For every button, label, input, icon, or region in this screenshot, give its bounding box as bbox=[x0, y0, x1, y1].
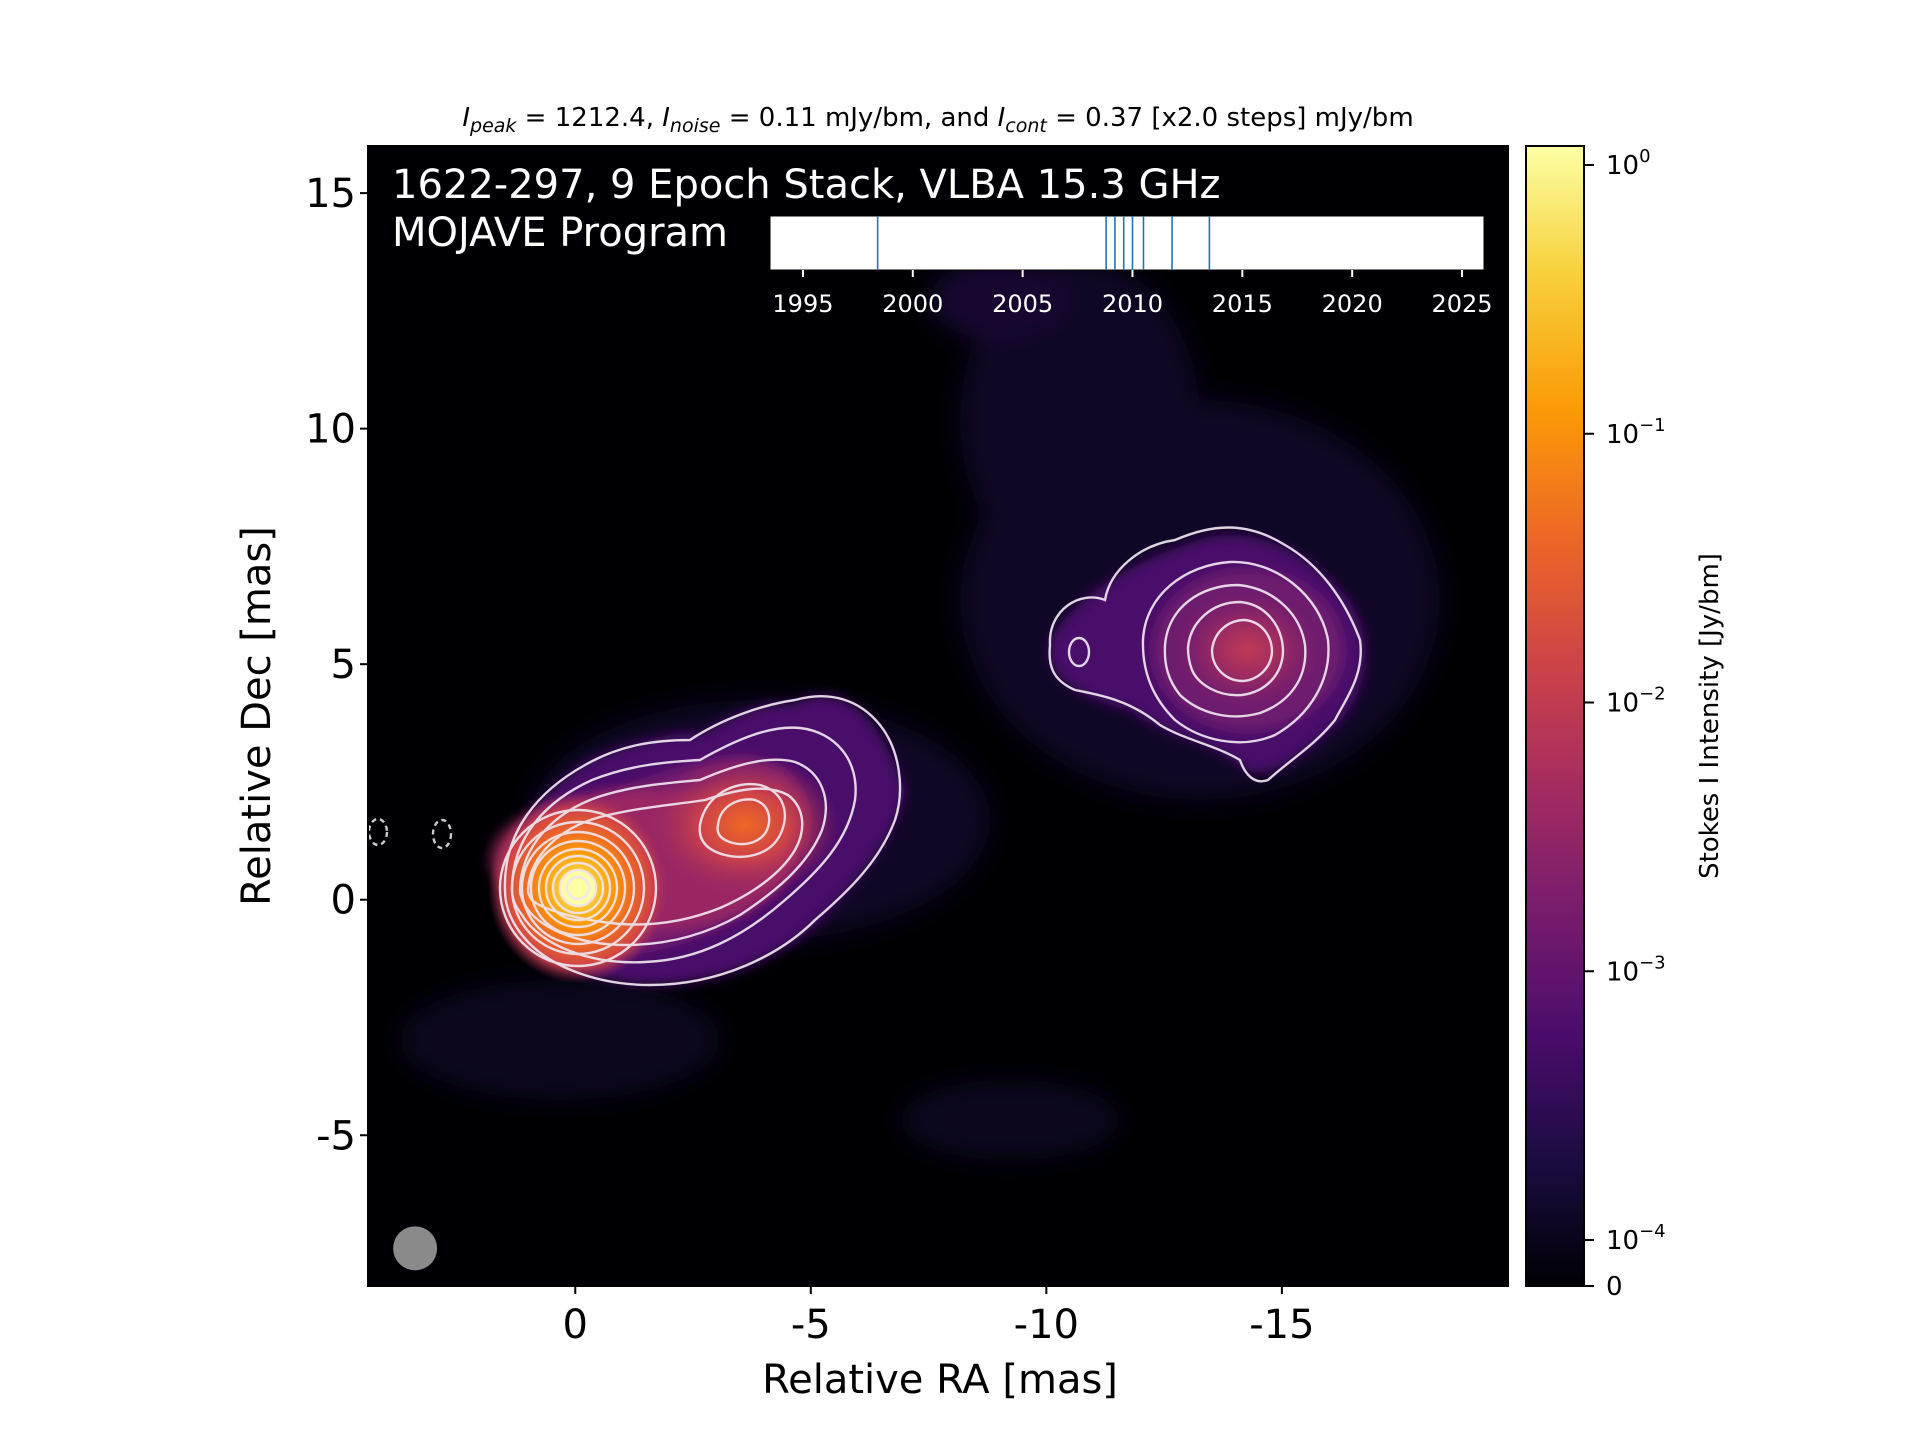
x-axis-ticks: 0 -5 -10 -15 bbox=[563, 1286, 1315, 1348]
core-center bbox=[560, 870, 596, 906]
x-tick-label: -5 bbox=[791, 1302, 831, 1348]
title-part: = 0.37 [x2.0 steps] mJy/bm bbox=[1047, 103, 1414, 133]
y-tick-label: 15 bbox=[305, 171, 356, 217]
program-annotation: MOJAVE Program bbox=[392, 210, 728, 256]
chart-title: Ipeak = 1212.4, Inoise = 0.11 mJy/bm, an… bbox=[462, 103, 1413, 137]
contours bbox=[368, 526, 1362, 987]
epoch-tick-label: 2000 bbox=[882, 290, 943, 318]
contour-core-1 bbox=[498, 808, 658, 968]
y-axis-label: Relative Dec [mas] bbox=[234, 526, 280, 906]
contour-core-9 bbox=[565, 875, 591, 901]
source-annotation: 1622-297, 9 Epoch Stack, VLBA 15.3 GHz bbox=[392, 162, 1221, 208]
outer-jet-knot bbox=[1170, 588, 1326, 712]
epoch-lines bbox=[876, 216, 1211, 270]
epoch-inset-box bbox=[769, 215, 1485, 271]
colorbar-tick-base: 10 bbox=[1606, 957, 1639, 987]
contour-core-6 bbox=[544, 854, 612, 922]
inner-jet-knot bbox=[650, 755, 840, 895]
contour-core-7 bbox=[551, 861, 605, 915]
colorbar-tick-exponent: 0 bbox=[1639, 146, 1650, 167]
contour-inner-knot-2 bbox=[716, 798, 771, 846]
x-tick-label: -10 bbox=[1014, 1302, 1079, 1348]
colorbar-tick-exponent: −4 bbox=[1639, 1221, 1666, 1242]
epoch-tick-label: 1995 bbox=[772, 290, 833, 318]
title-part: I bbox=[998, 103, 1006, 133]
title-part: I bbox=[662, 103, 670, 133]
image-panel bbox=[368, 146, 1508, 1286]
emission bbox=[488, 535, 1366, 985]
epoch-inset: 1995 2000 2005 2010 2015 2020 2025 bbox=[769, 215, 1493, 318]
epoch-tick-label: 2010 bbox=[1102, 290, 1163, 318]
contour-core-8 bbox=[558, 868, 598, 908]
contour-outer-5 bbox=[1210, 618, 1274, 683]
contour-inner-knot-1 bbox=[698, 782, 787, 858]
colorbar-tick-label: 10−1 bbox=[1606, 415, 1666, 450]
epoch-tick-label: 2015 bbox=[1212, 290, 1273, 318]
epoch-axis-ticks: 1995 2000 2005 2010 2015 2020 2025 bbox=[772, 270, 1493, 318]
contour-jet-3 bbox=[518, 758, 827, 947]
beam-ellipse bbox=[393, 1226, 438, 1271]
colorbar-tick-base: 0 bbox=[1606, 1272, 1623, 1302]
contour-core-2 bbox=[510, 820, 646, 956]
colorbar-label: Stokes I Intensity [Jy/bm] bbox=[1695, 553, 1725, 879]
colorbar-tick-exponent: −2 bbox=[1639, 684, 1666, 705]
title-part: peak bbox=[469, 115, 517, 137]
colorbar-tick-base: 10 bbox=[1606, 1226, 1639, 1256]
contour-outer-1 bbox=[1048, 526, 1362, 783]
contour-negative-1 bbox=[368, 817, 389, 847]
epoch-tick-label: 2020 bbox=[1322, 290, 1383, 318]
colorbar-tick-label: 0 bbox=[1606, 1272, 1623, 1302]
epoch-tick-label: 2005 bbox=[992, 290, 1053, 318]
plot-frame bbox=[367, 145, 1509, 1287]
title-part: = 1212.4, bbox=[516, 103, 662, 133]
contour-jet-4 bbox=[526, 787, 804, 926]
contour-outer-3 bbox=[1163, 583, 1307, 718]
epoch-tick-label: 2025 bbox=[1431, 290, 1492, 318]
colorbar-gradient bbox=[1525, 145, 1585, 1287]
x-axis-label: Relative RA [mas] bbox=[762, 1357, 1118, 1403]
contour-jet-1 bbox=[503, 694, 902, 987]
y-tick-label: 0 bbox=[331, 878, 356, 924]
x-tick-label: -15 bbox=[1249, 1302, 1314, 1348]
title-part: = 0.11 mJy/bm, and bbox=[720, 103, 997, 133]
colorbar-tick-exponent: −3 bbox=[1639, 952, 1666, 973]
contour-core-4 bbox=[529, 839, 627, 937]
title-part: noise bbox=[670, 115, 721, 137]
colorbar-tick-label: 10−2 bbox=[1606, 684, 1666, 719]
colorbar-tick-label: 100 bbox=[1606, 146, 1651, 181]
x-tick-label: 0 bbox=[563, 1302, 588, 1348]
contour-outer-4 bbox=[1186, 600, 1285, 697]
colorbar-tick-base: 10 bbox=[1606, 689, 1639, 719]
y-tick-label: 10 bbox=[305, 407, 356, 453]
colorbar-tick-exponent: −1 bbox=[1639, 415, 1666, 436]
contour-outer-blob bbox=[1067, 636, 1091, 668]
colorbar-tick-label: 10−4 bbox=[1606, 1221, 1666, 1256]
contour-outer-2 bbox=[1141, 560, 1330, 744]
colorbar-tick-label: 10−3 bbox=[1606, 952, 1666, 987]
contour-core-3 bbox=[520, 830, 636, 946]
contour-negative-2 bbox=[431, 818, 453, 850]
y-tick-label: 5 bbox=[331, 642, 356, 688]
colorbar-tick-base: 10 bbox=[1606, 151, 1639, 181]
title-part: I bbox=[462, 103, 470, 133]
contour-core-5 bbox=[537, 847, 619, 929]
y-tick-label: -5 bbox=[316, 1113, 356, 1159]
y-axis-ticks: -5 0 5 10 15 bbox=[305, 171, 368, 1159]
colorbar-tick-base: 10 bbox=[1606, 420, 1639, 450]
title-part: cont bbox=[1005, 115, 1048, 137]
